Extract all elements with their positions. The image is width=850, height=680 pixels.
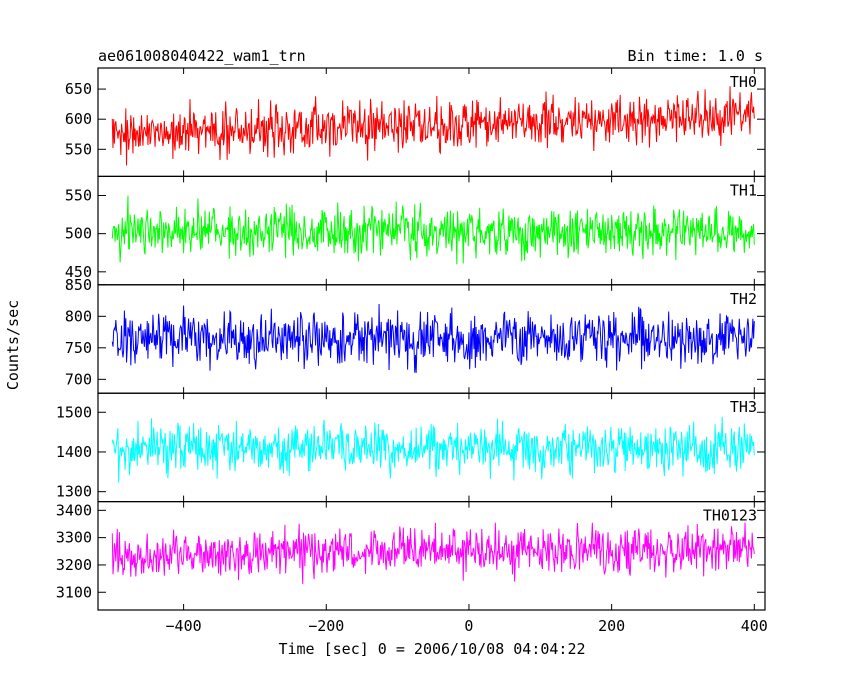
panels: 550 600 650 TH0 450 500 550 TH1 700 750 800 850 TH2 1…	[56, 67, 768, 635]
y-tick-label: 3400	[56, 501, 92, 519]
y-tick-label: 1300	[56, 483, 92, 501]
series-line-th1	[111, 195, 755, 265]
panel-th1: 450 500 550 TH1	[65, 175, 766, 286]
x-tick-label: 0	[464, 617, 473, 635]
series-line-th0123	[111, 522, 755, 585]
y-tick-label: 750	[65, 339, 92, 357]
y-tick-label: 700	[65, 370, 92, 388]
x-axis-label: Time [sec] 0 = 2006/10/08 04:04:22	[278, 640, 585, 658]
chart-title: ae061008040422_wam1_trn	[98, 47, 306, 65]
chart-subtitle: Bin time: 1.0 s	[628, 47, 763, 65]
y-tick-label: 850	[65, 276, 92, 294]
panel-th0123: 3100 3200 3300 3400 TH0123	[56, 501, 766, 611]
panel-th2: 700 750 800 850 TH2	[65, 276, 766, 394]
y-tick-label: 3200	[56, 556, 92, 574]
y-axis-label: Counts/sec	[4, 300, 22, 390]
y-tick-label: 600	[65, 110, 92, 128]
y-tick-label: 3100	[56, 583, 92, 601]
y-tick-label: 1400	[56, 443, 92, 461]
x-tick-label: −400	[166, 617, 202, 635]
y-tick-label: 3300	[56, 529, 92, 547]
y-tick-label: 800	[65, 307, 92, 325]
y-tick-label: 650	[65, 80, 92, 98]
panel-label: TH2	[730, 290, 757, 308]
series-line-th0	[111, 86, 755, 166]
panel-label: TH1	[730, 181, 757, 199]
y-tick-label: 500	[65, 225, 92, 243]
panel-frame	[97, 175, 766, 286]
x-tick-label: 200	[598, 617, 625, 635]
panel-th3: 1300 1400 1500 TH3	[56, 392, 766, 503]
series-line-th3	[111, 416, 755, 483]
panel-th0: 550 600 650 TH0	[65, 67, 766, 178]
y-tick-label: 550	[65, 140, 92, 158]
panel-label: TH0	[730, 73, 757, 91]
x-axis: −400 −200 0 200 400	[166, 617, 768, 635]
y-tick-label: 550	[65, 186, 92, 204]
x-tick-label: −200	[308, 617, 344, 635]
x-tick-label: 400	[741, 617, 768, 635]
panel-label: TH0123	[703, 507, 757, 525]
y-tick-label: 450	[65, 263, 92, 281]
panel-frame	[97, 501, 766, 611]
panel-label: TH3	[730, 398, 757, 416]
y-tick-label: 1500	[56, 403, 92, 421]
series-line-th2	[111, 303, 755, 373]
